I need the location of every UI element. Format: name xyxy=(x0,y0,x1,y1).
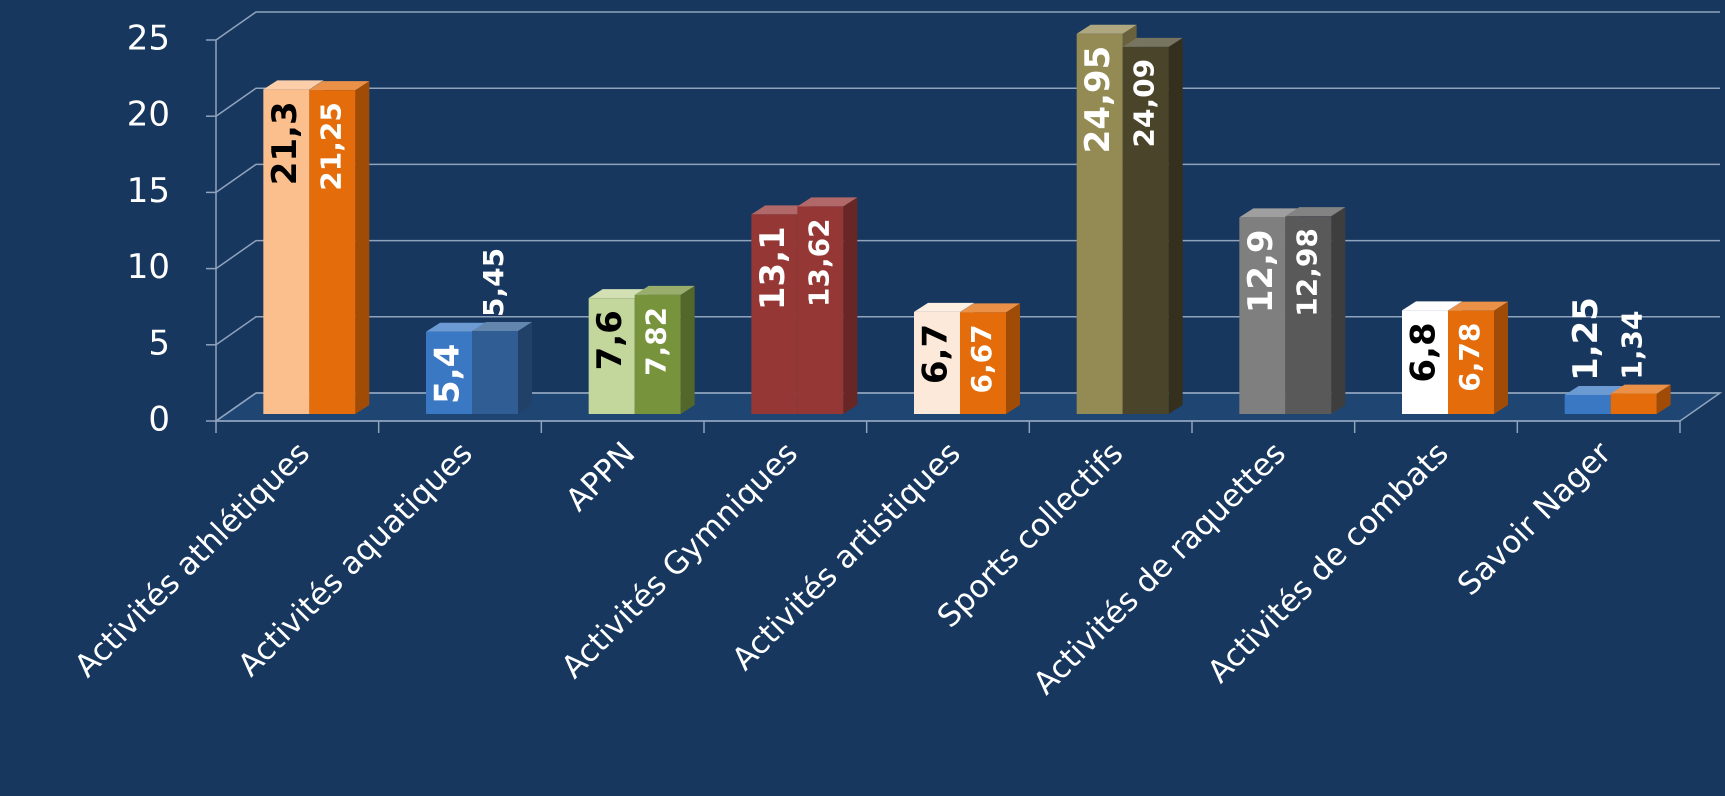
value-label: 21,3 xyxy=(265,101,305,185)
bar-side xyxy=(518,321,532,414)
bar-top xyxy=(1122,37,1183,47)
value-label: 5,4 xyxy=(428,344,468,404)
bar-side xyxy=(1006,303,1020,414)
bar-side xyxy=(1494,301,1508,414)
grid-line xyxy=(215,163,1720,194)
value-label: 12,98 xyxy=(1290,228,1323,317)
value-label: 13,1 xyxy=(753,226,793,310)
bar-top xyxy=(634,285,695,295)
grid-line xyxy=(215,392,1720,422)
bar-group xyxy=(1122,37,1183,414)
value-label: 13,62 xyxy=(802,218,835,307)
bar xyxy=(1122,46,1169,414)
bar-side xyxy=(680,285,695,414)
bar-group xyxy=(960,303,1020,414)
bar xyxy=(263,89,310,414)
x-tick-label: Savoir Nager xyxy=(1451,435,1619,603)
grid-line xyxy=(215,11,1720,41)
bar-group xyxy=(1285,207,1346,414)
value-label: 7,82 xyxy=(640,307,673,376)
bar-top xyxy=(588,289,649,299)
bar xyxy=(1285,216,1332,414)
bar-top xyxy=(1610,384,1671,394)
value-label: 6,7 xyxy=(916,324,956,384)
bar xyxy=(751,214,798,414)
bar xyxy=(797,206,844,414)
value-label: 1,34 xyxy=(1616,310,1649,379)
value-label: 24,09 xyxy=(1128,59,1161,148)
grid-line xyxy=(215,316,1720,346)
value-label: 6,8 xyxy=(1404,322,1444,382)
value-label: 7,6 xyxy=(590,310,630,370)
y-tick-label: 15 xyxy=(127,171,170,211)
value-label: 1,25 xyxy=(1566,297,1606,381)
bar-top xyxy=(1448,301,1508,311)
bar-side xyxy=(1168,37,1183,414)
bar-group xyxy=(309,81,370,415)
bar xyxy=(309,90,356,415)
value-label: 12,9 xyxy=(1241,229,1281,313)
bar xyxy=(1239,217,1286,414)
bar-group xyxy=(1610,384,1671,414)
bar xyxy=(1564,394,1611,414)
bar xyxy=(960,312,1006,414)
value-label: 6,67 xyxy=(965,324,998,393)
bar-top xyxy=(1285,207,1346,217)
bar xyxy=(426,331,472,414)
bar xyxy=(1076,33,1123,415)
bar xyxy=(634,294,681,414)
value-label: 24,95 xyxy=(1078,46,1118,154)
bar-side xyxy=(1656,384,1671,414)
bar-group xyxy=(634,285,695,414)
x-tick-label: APPN xyxy=(559,435,642,518)
bar xyxy=(1610,393,1657,414)
bar-top xyxy=(914,302,974,312)
value-label: 5,45 xyxy=(477,248,510,317)
bar-side xyxy=(1331,207,1346,414)
bar-group xyxy=(1448,301,1508,414)
bar-top xyxy=(263,80,324,90)
value-label: 21,25 xyxy=(314,102,347,191)
value-label: 6,78 xyxy=(1453,323,1486,392)
bar-top xyxy=(1402,301,1462,311)
grid-line xyxy=(215,87,1720,117)
bar-top xyxy=(426,322,486,332)
bar xyxy=(914,311,960,414)
bar xyxy=(1448,310,1494,414)
y-tick-label: 10 xyxy=(127,247,170,287)
bar-side xyxy=(843,197,858,414)
bar-top xyxy=(797,197,858,207)
y-tick-label: 0 xyxy=(148,400,170,440)
bar xyxy=(1402,310,1448,414)
bar-top xyxy=(309,81,370,91)
bar-top xyxy=(472,321,532,331)
y-tick-label: 5 xyxy=(148,323,170,363)
y-tick-label: 25 xyxy=(127,19,170,59)
bar-top xyxy=(1564,385,1625,395)
bar-side xyxy=(355,81,370,415)
bar-group xyxy=(797,197,858,414)
bar-top xyxy=(1239,208,1300,218)
bar xyxy=(588,298,635,414)
y-tick-label: 20 xyxy=(127,95,170,135)
bar-top xyxy=(1076,24,1137,34)
bar xyxy=(472,330,518,414)
bar-group xyxy=(472,321,532,414)
bar-top xyxy=(751,205,812,215)
bar-top xyxy=(960,303,1020,313)
grid-line xyxy=(215,239,1720,270)
